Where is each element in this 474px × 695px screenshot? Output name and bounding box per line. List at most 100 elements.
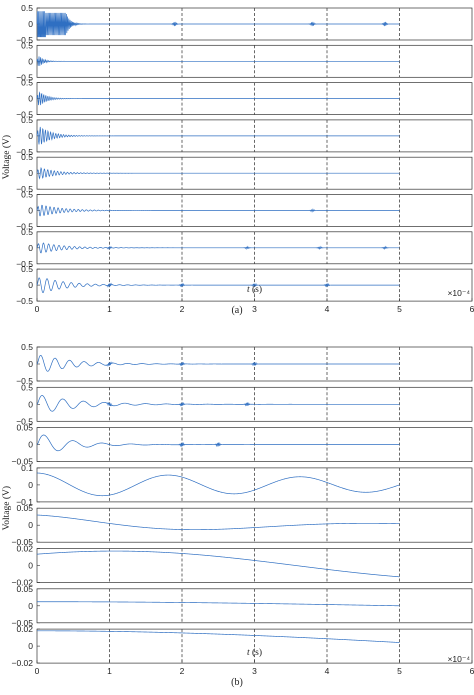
y-tick-label: −0.5 [16,110,33,120]
y-tick-label: 0.05 [16,503,33,513]
y-tick-label: 0 [28,243,33,253]
y-tick-label: 0 [28,19,33,29]
x-tick-label: 4 [325,666,330,676]
y-tick-label: −0.5 [16,147,33,157]
y-tick-label: 0 [28,206,33,216]
y-tick-label: −0.02 [11,658,33,668]
x-tick-label: 5 [397,666,402,676]
y-tick-label: 0 [28,520,33,530]
x-tick-label: 2 [180,304,185,314]
signal-line [36,354,400,372]
x-tick-label: 2 [180,666,185,676]
signal-line [36,242,400,254]
y-tick-label: −0.1 [16,497,33,507]
y-tick-label: 0 [28,399,33,409]
subplot-2: 0.5 0 −0.5 [16,40,473,82]
subplot-3: 0.05 0 −0.05 [11,423,473,467]
y-tick-label: 0.5 [21,342,33,352]
x-tick-label: 5 [397,304,402,314]
subplot-6: 0.5 0 −0.5 [16,190,473,232]
subplot-5: 0.5 0 −0.5 [16,152,473,194]
y-tick-label: −0.5 [16,416,33,426]
y-tick-label: 0 [28,56,33,66]
chart-a: 0.50−0.50.50−0.50.50−0.50.50−0.50.50−0.5… [1,3,474,316]
y-tick-label: 0 [28,561,33,571]
y-tick-label: 0 [28,131,33,141]
subplot-8: 0.02 0 −0.02 [11,624,473,668]
y-tick-label: 0 [28,280,33,290]
y-tick-label: 0.5 [21,115,33,125]
subplot-4: 0.5 0 −0.5 [16,115,473,157]
x-tick-label: 6 [470,666,474,676]
signal-line [36,434,400,452]
subplot-2: 0.5 0 −0.5 [16,382,473,426]
y-tick-label: 0 [28,480,33,490]
x-multiplier-label: ×10⁻⁴ [447,288,470,298]
signal-line [36,11,400,38]
subplot-1: 0.5 0 −0.5 [16,3,473,45]
y-tick-label: −0.05 [11,457,33,467]
y-tick-label: 0.1 [21,463,33,473]
x-tick-label: 1 [107,304,112,314]
subplot-6: 0.02 0 −0.02 [11,544,473,588]
signal-line [36,550,400,578]
signal-line [36,472,400,497]
y-tick-label: −0.5 [16,72,33,82]
y-tick-label: −0.5 [16,35,33,45]
subplot-1: 0.5 0 −0.5 [16,342,473,386]
y-tick-label: −0.5 [16,296,33,306]
x-multiplier-label: ×10⁻⁴ [447,654,470,664]
chart-b: 0.50−0.50.50−0.50.050−0.050.10−0.10.050−… [1,342,474,688]
y-tick-label: 0.05 [16,423,33,433]
y-tick-label: 0 [28,94,33,104]
y-tick-label: 0 [28,168,33,178]
y-tick-label: −0.5 [16,259,33,269]
signal-line [36,56,400,66]
y-axis-title: Voltage (V) [1,135,12,179]
signal-line [36,91,400,106]
figure-caption: (a) [231,305,242,316]
x-axis-title: t (s) [247,647,262,658]
x-tick-label: 3 [252,666,257,676]
y-tick-label: 0.5 [21,3,33,13]
signal-line [36,126,400,145]
y-tick-label: −0.5 [16,184,33,194]
x-tick-label: 4 [325,304,330,314]
figure-caption: (b) [231,677,243,688]
y-axis-title: Voltage (V) [1,486,12,530]
y-tick-label: 0.5 [21,78,33,88]
y-tick-label: 0.02 [16,544,33,554]
subplot-3: 0.5 0 −0.5 [16,78,473,120]
y-tick-label: 0 [28,641,33,651]
y-tick-label: 0 [28,359,33,369]
signal-line [36,166,400,180]
y-tick-label: 0.5 [21,382,33,392]
subplot-7: 0.5 0 −0.5 [16,227,473,269]
subplot-7: 0.05 0 −0.05 [11,584,473,628]
signal-line [36,395,400,412]
x-tick-label: 1 [107,666,112,676]
subplot-8: 0.5 0 −0.5 [16,264,473,306]
x-axis-title: t (s) [247,284,262,295]
subplot-4: 0.1 0 −0.1 [16,463,473,507]
y-tick-label: −0.02 [11,578,33,588]
y-tick-label: −0.05 [11,537,33,547]
y-tick-label: 0.5 [21,264,33,274]
y-tick-label: 0.05 [16,584,33,594]
y-tick-label: 0.5 [21,190,33,200]
signal-line [36,514,400,531]
y-tick-label: 0.5 [21,227,33,237]
y-tick-label: 0.02 [16,624,33,634]
x-tick-label: 6 [470,304,474,314]
y-tick-label: 0.5 [21,40,33,50]
y-tick-label: −0.5 [16,376,33,386]
y-tick-label: 0 [28,601,33,611]
signal-line [37,601,400,607]
y-tick-label: 0.5 [21,152,33,162]
x-tick-label: 0 [35,304,40,314]
signal-line [36,204,400,217]
subplot-5: 0.05 0 −0.05 [11,503,473,547]
signal-line [36,277,400,294]
y-tick-label: −0.5 [16,222,33,232]
